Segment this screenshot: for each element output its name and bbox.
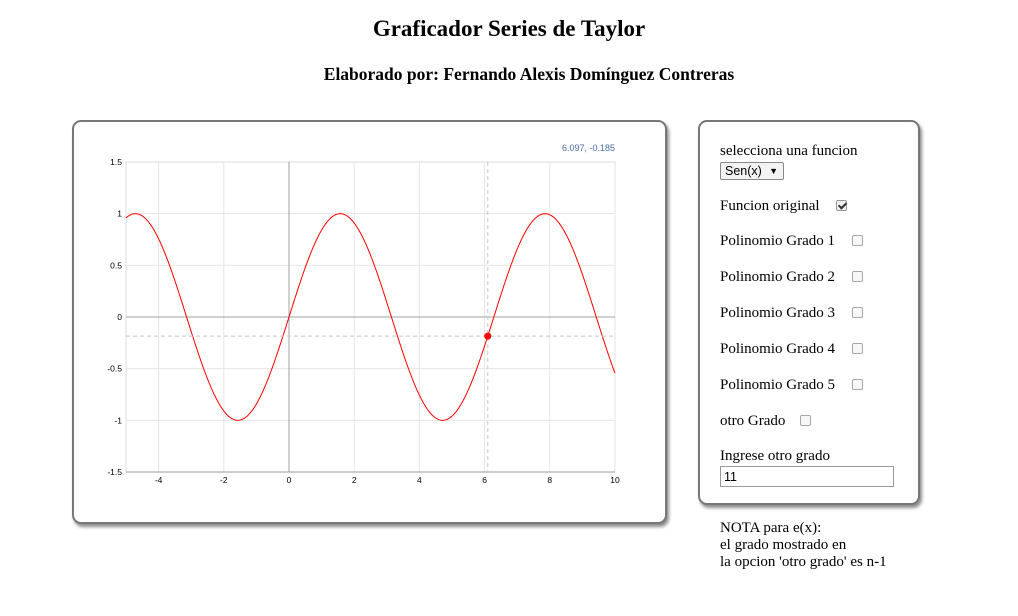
function-select[interactable]: Sen(x) ▼ xyxy=(720,162,784,180)
tick-labels: -4 -2 0 2 4 6 8 10 1.5 1 0.5 0 -0.5 -1 -1.5 xyxy=(107,157,620,485)
x-tick-label: 4 xyxy=(417,475,422,485)
x-tick-label: -4 xyxy=(155,475,163,485)
option-label-grado-3: Polinomio Grado 3 xyxy=(720,305,835,321)
grade-input-label: Ingrese otro grado xyxy=(720,448,830,464)
checkbox-grado-1[interactable] xyxy=(852,235,863,246)
y-tick-label: 0 xyxy=(117,312,122,322)
control-panel: selecciona una funcion Sen(x) ▼ Funcion … xyxy=(698,120,920,505)
x-tick-label: 8 xyxy=(547,475,552,485)
note-line-1: NOTA para e(x): xyxy=(720,520,822,536)
option-label-original: Funcion original xyxy=(720,198,820,214)
note-line-3: la opcion 'otro grado' es n-1 xyxy=(720,554,887,570)
function-curve xyxy=(125,213,616,421)
y-tick-label: -0.5 xyxy=(107,364,122,374)
checkbox-otro-grado[interactable] xyxy=(800,415,811,426)
note-line-2: el grado mostrado en xyxy=(720,537,847,553)
note: NOTA para e(x): el grado mostrado en la … xyxy=(720,520,887,571)
page-title: Graficador Series de Taylor xyxy=(372,16,646,41)
checkbox-grado-2[interactable] xyxy=(852,271,863,282)
plot-panel: -4 -2 0 2 4 6 8 10 1.5 1 0.5 0 -0.5 -1 -1.5 6.097, -0.… xyxy=(72,120,667,524)
option-label-grado-5: Polinomio Grado 5 xyxy=(720,377,835,393)
option-label-otro-grado: otro Grado xyxy=(720,413,786,429)
page-subtitle: Elaborado por: Fernando Alexis Domínguez… xyxy=(323,64,735,84)
checkbox-original[interactable] xyxy=(836,200,847,211)
plot-chart[interactable]: -4 -2 0 2 4 6 8 10 1.5 1 0.5 0 -0.5 -1 -1.5 6.097, -0.… xyxy=(74,122,665,522)
y-tick-label: -1 xyxy=(114,415,122,425)
curve-layer xyxy=(125,213,616,421)
option-label-grado-4: Polinomio Grado 4 xyxy=(720,341,835,357)
grade-input[interactable] xyxy=(720,466,894,487)
cursor-point xyxy=(484,332,492,340)
x-tick-label: 6 xyxy=(482,475,487,485)
y-tick-label: -1.5 xyxy=(107,467,122,477)
cursor-layer xyxy=(126,162,615,472)
checkbox-grado-3[interactable] xyxy=(852,307,863,318)
y-tick-label: 1.5 xyxy=(110,157,122,167)
x-tick-label: -2 xyxy=(220,475,228,485)
y-tick-label: 0.5 xyxy=(110,260,122,270)
checkbox-grado-5[interactable] xyxy=(852,379,863,390)
x-tick-label: 2 xyxy=(352,475,357,485)
y-tick-label: 1 xyxy=(117,209,122,219)
option-label-grado-2: Polinomio Grado 2 xyxy=(720,269,835,285)
axes xyxy=(126,162,615,473)
checkbox-grado-4[interactable] xyxy=(852,343,863,354)
x-tick-label: 0 xyxy=(287,475,292,485)
function-select-value: Sen(x) xyxy=(725,164,762,178)
coordinate-readout: 6.097, -0.185 xyxy=(562,143,615,153)
x-tick-label: 10 xyxy=(610,475,620,485)
chevron-down-icon: ▼ xyxy=(769,166,778,176)
option-label-grado-1: Polinomio Grado 1 xyxy=(720,233,835,249)
select-function-label: selecciona una funcion xyxy=(720,143,858,159)
